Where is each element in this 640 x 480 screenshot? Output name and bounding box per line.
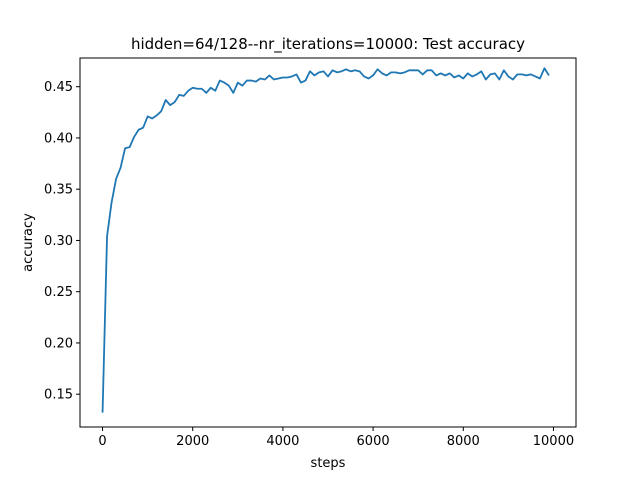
x-tick-label: 6000: [357, 434, 390, 449]
y-tick-label: 0.25: [44, 285, 73, 300]
x-tick-label: 4000: [266, 434, 299, 449]
y-tick-label: 0.40: [44, 131, 73, 146]
x-axis-ticks: 0 2000 4000 6000 8000 10000: [98, 427, 574, 449]
y-tick-label: 0.35: [44, 183, 73, 198]
series-line-0: [101, 67, 550, 413]
y-axis-ticks: 0.15 0.20 0.25 0.30 0.35 0.40 0.45: [44, 80, 80, 403]
y-tick-label: 0.45: [44, 80, 73, 95]
x-tick-label: 2000: [176, 434, 209, 449]
x-tick-label: 8000: [447, 434, 480, 449]
y-tick-label: 0.20: [44, 336, 73, 351]
x-tick-label: 10000: [533, 434, 574, 449]
x-tick-label: 0: [98, 434, 106, 449]
y-tick-label: 0.30: [44, 234, 73, 249]
y-tick-label: 0.15: [44, 388, 73, 403]
chart-title: hidden=64/128--nr_iterations=10000: Test…: [131, 35, 525, 54]
plot-area: [101, 67, 550, 413]
plot-frame: [79, 57, 577, 428]
x-axis-label: steps: [311, 456, 346, 471]
y-axis-label: accuracy: [21, 213, 36, 272]
